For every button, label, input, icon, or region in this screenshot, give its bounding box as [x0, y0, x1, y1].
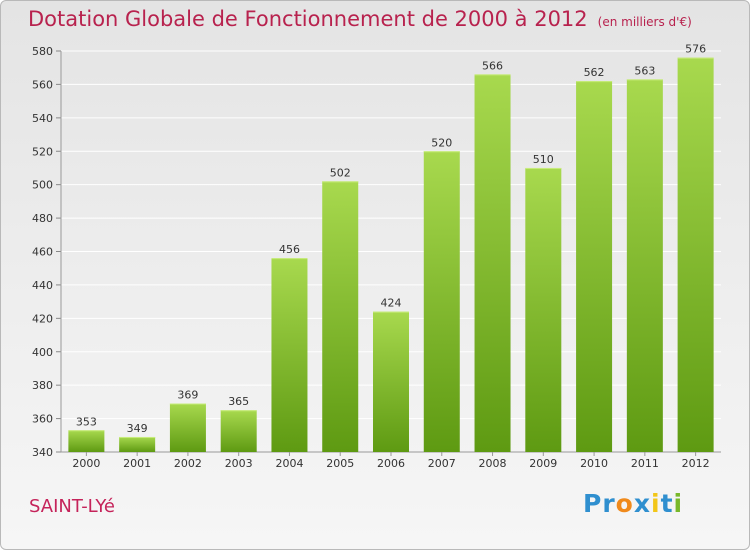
x-tick-label: 2001: [123, 457, 151, 470]
y-tick-label: 560: [32, 78, 53, 91]
data-label: 576: [685, 43, 706, 56]
y-tick-label: 500: [32, 179, 53, 192]
y-tick-label: 360: [32, 413, 53, 426]
y-tick-label: 520: [32, 145, 53, 158]
logo-letter: P: [583, 489, 603, 518]
logo-letter: i: [651, 489, 661, 518]
y-tick-label: 380: [32, 379, 53, 392]
chart-subtitle: (en milliers d'€): [597, 15, 692, 29]
commune-name: SAINT-LYé: [29, 496, 116, 517]
logo-letter: i: [673, 489, 684, 518]
data-label: 349: [127, 422, 148, 435]
bars: [68, 57, 714, 453]
data-label: 562: [584, 66, 605, 79]
x-tick-label: 2005: [326, 457, 354, 470]
chart-title-text: Dotation Globale de Fonctionnement de 20…: [28, 7, 588, 31]
y-tick-label: 400: [32, 346, 53, 359]
y-tick-label: 340: [32, 446, 53, 459]
x-tick-label: 2007: [428, 457, 456, 470]
bar: [373, 311, 409, 452]
proxiti-logo: Proxiti: [583, 489, 683, 518]
data-label: 353: [76, 415, 97, 428]
x-tick-label: 2009: [529, 457, 557, 470]
bar: [68, 430, 105, 452]
bar: [322, 181, 359, 452]
data-label: 563: [634, 64, 655, 77]
bar: [525, 167, 562, 453]
logo-letter: x: [633, 489, 651, 518]
y-tick-label: 420: [32, 312, 53, 325]
bar: [677, 57, 714, 452]
bar: [271, 258, 308, 452]
x-tick-label: 2008: [479, 457, 507, 470]
bar: [220, 410, 257, 452]
logo-letter: r: [602, 489, 616, 518]
x-tick-label: 2011: [631, 457, 659, 470]
x-tick-label: 2012: [682, 457, 710, 470]
bar: [474, 74, 511, 453]
y-tick-label: 460: [32, 246, 53, 259]
y-tick-label: 540: [32, 112, 53, 125]
y-tick-label: 580: [32, 45, 53, 58]
chart-title: Dotation Globale de Fonctionnement de 20…: [28, 7, 692, 31]
data-label: 502: [330, 166, 351, 179]
data-label: 369: [177, 389, 198, 402]
bar: [626, 79, 663, 452]
data-label: 510: [533, 153, 554, 166]
y-tick-label: 440: [32, 279, 53, 292]
axes: 340 360 380 400 420 440 460 480 500 520 540 560 580 2…: [32, 45, 721, 470]
logo-letter: t: [660, 489, 674, 518]
bar: [119, 436, 156, 452]
x-tick-label: 2003: [225, 457, 253, 470]
bar: [423, 151, 460, 452]
x-tick-label: 2002: [174, 457, 202, 470]
data-label: 424: [381, 297, 402, 310]
logo-letter: o: [615, 489, 634, 518]
x-tick-label: 2006: [377, 457, 405, 470]
data-labels: 353 349 369 365 456 502 424 520 566 510 562 563 576: [76, 43, 706, 435]
data-label: 456: [279, 243, 300, 256]
data-label: 566: [482, 59, 503, 72]
x-tick-label: 2004: [275, 457, 303, 470]
y-tick-label: 480: [32, 212, 53, 225]
data-label: 365: [228, 395, 249, 408]
x-tick-label: 2010: [580, 457, 608, 470]
data-label: 520: [431, 136, 452, 149]
bar: [169, 403, 206, 452]
bar: [576, 81, 613, 452]
x-tick-label: 2000: [72, 457, 100, 470]
